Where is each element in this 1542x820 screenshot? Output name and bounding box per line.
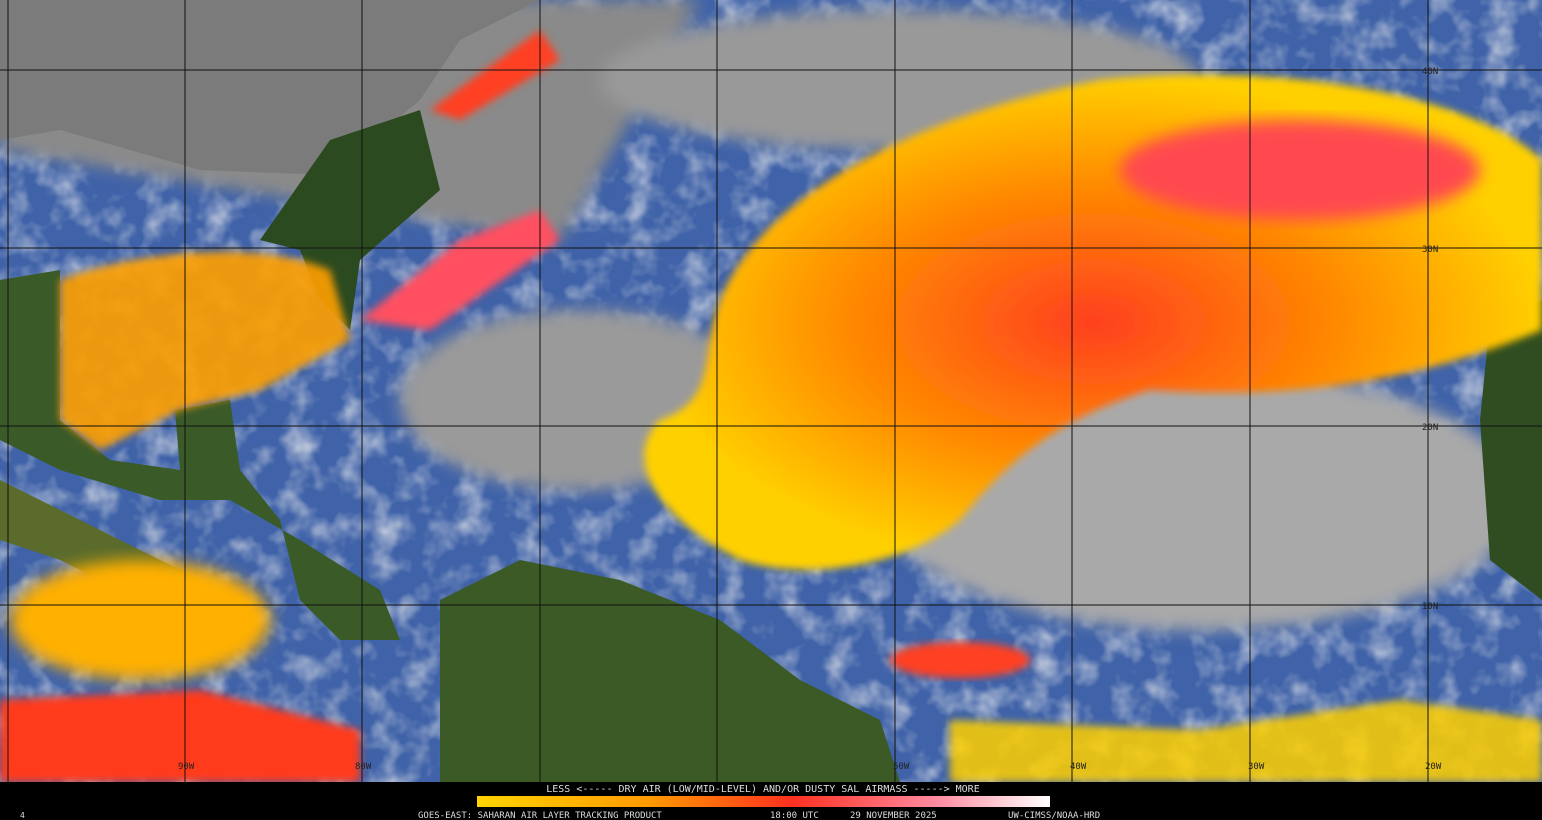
color-bar <box>477 796 1050 807</box>
time: 18:00 UTC <box>770 811 819 820</box>
longitude-label: 50W <box>893 762 910 772</box>
longitude-label: 40W <box>1070 762 1087 772</box>
product-name: GOES-EAST: SAHARAN AIR LAYER TRACKING PR… <box>418 811 662 820</box>
longitude-label: 30W <box>1248 762 1265 772</box>
latitude-label: 30N <box>1422 245 1438 255</box>
longitude-label: 80W <box>355 762 372 772</box>
imagery <box>0 0 1542 782</box>
legend-caption: LESS <----- DRY AIR (LOW/MID-LEVEL) AND/… <box>546 784 979 795</box>
frame-number: 4 <box>20 811 25 820</box>
date: 29 NOVEMBER 2025 <box>850 811 937 820</box>
latitude-label: 40N <box>1422 67 1438 77</box>
longitude-label: 90W <box>178 762 195 772</box>
latitude-label: 20N <box>1422 423 1438 433</box>
footer: LESS <----- DRY AIR (LOW/MID-LEVEL) AND/… <box>0 782 1542 820</box>
grid-labels: 90W 80W 50W 40W 30W 20W 40N 30N 20N 10N <box>178 67 1442 772</box>
credit: UW-CIMSS/NOAA-HRD <box>1008 811 1100 820</box>
longitude-label: 20W <box>1425 762 1442 772</box>
latitude-label: 10N <box>1422 602 1438 612</box>
